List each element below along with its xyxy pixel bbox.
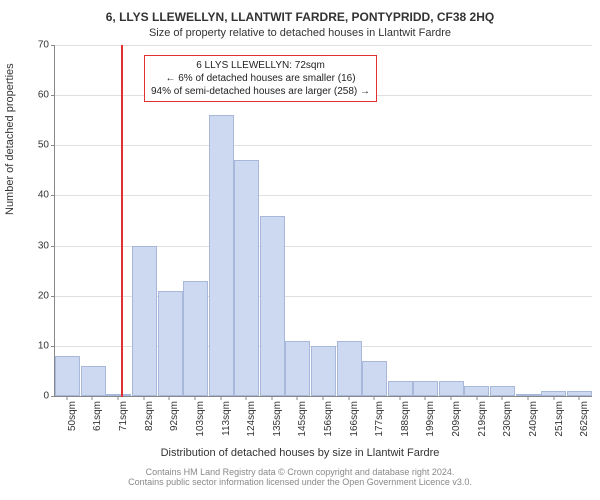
ytick-label: 20 (38, 290, 55, 301)
xtick-label: 124sqm (246, 401, 257, 437)
xtick-label: 71sqm (118, 401, 129, 431)
xtick-label: 209sqm (451, 401, 462, 437)
xtick-label: 50sqm (67, 401, 78, 431)
histogram-bar (388, 381, 413, 396)
gridline (55, 45, 592, 46)
xtick-mark (246, 396, 247, 400)
xtick-label: 113sqm (221, 401, 232, 436)
xtick-label: 219sqm (477, 401, 488, 437)
chart-area: 010203040506070 50sqm61sqm71sqm82sqm92sq… (54, 45, 592, 415)
ytick-label: 70 (38, 40, 55, 51)
histogram-bar (285, 341, 310, 396)
property-marker-line (121, 45, 123, 397)
histogram-bar (311, 346, 336, 396)
xtick-mark (348, 396, 349, 400)
histogram-bar (209, 115, 234, 396)
xtick-mark (220, 396, 221, 400)
histogram-bar (81, 366, 106, 396)
xtick-label: 166sqm (349, 401, 360, 437)
xtick-mark (271, 396, 272, 400)
subtitle: Size of property relative to detached ho… (0, 24, 600, 41)
histogram-bar (337, 341, 362, 396)
xtick-mark (451, 396, 452, 400)
xtick-label: 156sqm (323, 401, 334, 437)
annotation-line: 6 LLYS LLEWELLYN: 72sqm (151, 59, 370, 72)
histogram-bar (260, 216, 285, 397)
histogram-bar (183, 281, 208, 396)
y-axis-label: Number of detached properties (4, 63, 16, 215)
gridline (55, 145, 592, 146)
xtick-label: 82sqm (144, 401, 155, 431)
histogram-bar (158, 291, 183, 396)
xtick-label: 145sqm (297, 401, 308, 437)
xtick-label: 177sqm (374, 401, 385, 437)
xtick-mark (323, 396, 324, 400)
ytick-label: 60 (38, 90, 55, 101)
histogram-bar (413, 381, 438, 396)
xtick-mark (297, 396, 298, 400)
xtick-mark (66, 396, 67, 400)
xtick-mark (553, 396, 554, 400)
xtick-label: 251sqm (554, 401, 565, 437)
xtick-label: 61sqm (92, 401, 103, 431)
histogram-bar (132, 246, 157, 396)
xtick-mark (399, 396, 400, 400)
xtick-mark (425, 396, 426, 400)
xtick-label: 199sqm (425, 401, 436, 437)
x-axis-label: Distribution of detached houses by size … (0, 447, 600, 459)
xtick-mark (502, 396, 503, 400)
ytick-label: 40 (38, 190, 55, 201)
ytick-label: 50 (38, 140, 55, 151)
histogram-bar (439, 381, 464, 396)
xtick-mark (194, 396, 195, 400)
main-title: 6, LLYS LLEWELLYN, LLANTWIT FARDRE, PONT… (0, 0, 600, 24)
histogram-bar (490, 386, 515, 396)
ytick-label: 30 (38, 240, 55, 251)
xtick-label: 135sqm (272, 401, 283, 437)
xtick-mark (92, 396, 93, 400)
histogram-bar (234, 160, 259, 396)
histogram-bar (55, 356, 80, 396)
gridline (55, 195, 592, 196)
annotation-box: 6 LLYS LLEWELLYN: 72sqm← 6% of detached … (144, 55, 377, 102)
xtick-label: 262sqm (579, 401, 590, 437)
xtick-mark (579, 396, 580, 400)
histogram-bar (464, 386, 489, 396)
xtick-label: 103sqm (195, 401, 206, 437)
xtick-label: 230sqm (502, 401, 513, 437)
xtick-mark (169, 396, 170, 400)
histogram-bar (362, 361, 387, 396)
ytick-label: 10 (38, 340, 55, 351)
footer-line: Contains HM Land Registry data © Crown c… (0, 467, 600, 477)
x-ticks: 50sqm61sqm71sqm82sqm92sqm103sqm113sqm124… (54, 397, 592, 415)
annotation-line: ← 6% of detached houses are smaller (16) (151, 72, 370, 85)
xtick-mark (527, 396, 528, 400)
footer: Contains HM Land Registry data © Crown c… (0, 467, 600, 487)
footer-line: Contains public sector information licen… (0, 477, 600, 487)
xtick-mark (143, 396, 144, 400)
xtick-label: 188sqm (400, 401, 411, 437)
histogram-bar (106, 394, 131, 396)
annotation-line: 94% of semi-detached houses are larger (… (151, 85, 370, 98)
xtick-label: 92sqm (169, 401, 180, 431)
xtick-mark (118, 396, 119, 400)
xtick-mark (374, 396, 375, 400)
xtick-label: 240sqm (528, 401, 539, 437)
xtick-mark (476, 396, 477, 400)
